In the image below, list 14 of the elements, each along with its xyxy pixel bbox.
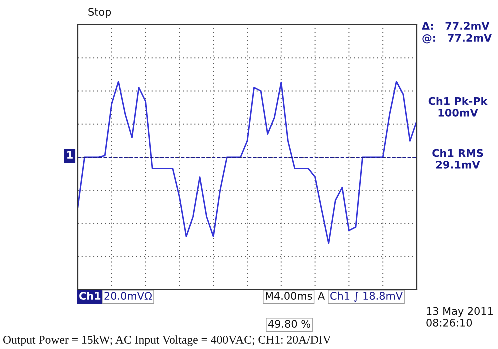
text: Δ: 77.2mV <box>422 22 490 30</box>
text: 20.0mVΩ <box>104 292 152 300</box>
text: 1 <box>68 151 73 159</box>
text: @: 77.2mV <box>422 34 492 44</box>
text: Ch1 ∫ 18.8mV <box>330 292 403 302</box>
text: Ch1 RMS 29.1mV <box>432 149 484 169</box>
text: Ch1 Pk-Pk 100mV <box>428 97 488 117</box>
text: Stop <box>88 8 112 18</box>
text: Output Power = 15kW; AC Input Voltage = 400VAC; CH1: 20A/DIV <box>3 336 332 346</box>
text: M4.00ms <box>266 292 312 300</box>
text: A <box>318 292 326 300</box>
text: Ch1 <box>80 292 101 300</box>
text: 13 May 2011 08:26:10 <box>426 307 493 327</box>
text: 49.80 % <box>268 320 310 328</box>
